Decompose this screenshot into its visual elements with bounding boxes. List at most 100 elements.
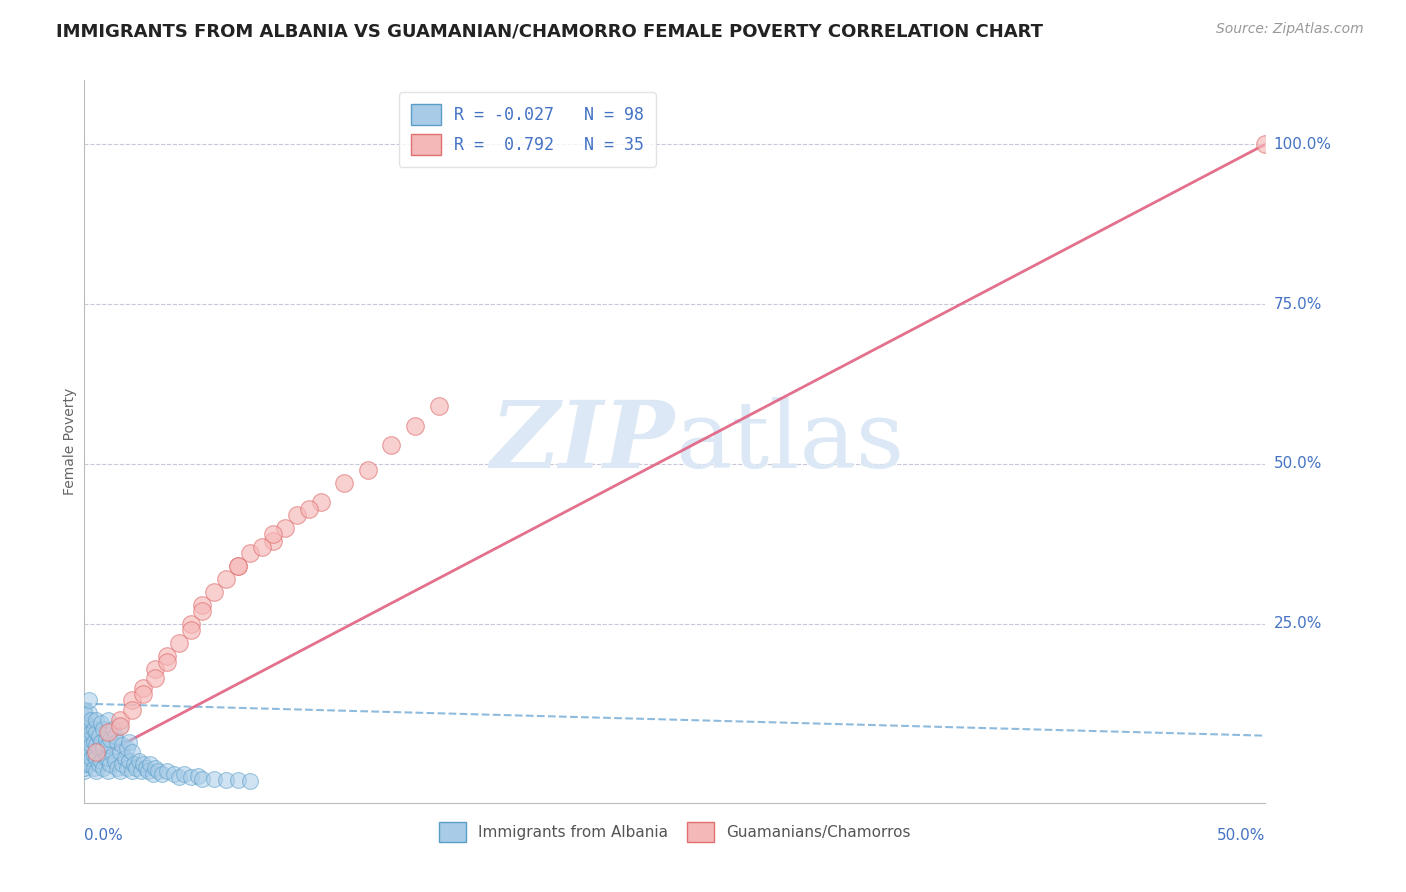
Point — [91, 723, 114, 737]
Point — [101, 747, 124, 762]
Point — [202, 584, 225, 599]
Point — [156, 648, 179, 663]
Point — [73, 735, 96, 749]
Point — [84, 725, 107, 739]
Point — [97, 713, 120, 727]
Point — [108, 719, 131, 733]
Point — [73, 706, 96, 721]
Point — [118, 754, 141, 768]
Point — [139, 757, 162, 772]
Text: 0.0%: 0.0% — [84, 828, 124, 843]
Point — [111, 757, 134, 772]
Point — [121, 764, 143, 778]
Point — [239, 546, 262, 560]
Point — [150, 767, 173, 781]
Point — [215, 572, 238, 586]
Point — [122, 757, 145, 772]
Point — [101, 723, 124, 737]
Point — [262, 533, 284, 548]
Point — [132, 681, 155, 695]
Point — [84, 751, 107, 765]
Point — [108, 764, 131, 778]
Y-axis label: Female Poverty: Female Poverty — [63, 388, 77, 495]
Point — [73, 715, 96, 730]
Point — [77, 706, 100, 721]
Point — [73, 751, 96, 765]
Point — [94, 731, 117, 746]
Point — [73, 754, 96, 768]
Point — [143, 661, 166, 675]
Point — [87, 757, 110, 772]
Point — [239, 774, 262, 789]
Point — [167, 770, 190, 784]
Point — [83, 747, 105, 762]
Point — [90, 735, 112, 749]
Point — [80, 738, 103, 752]
Point — [77, 745, 100, 759]
Text: 75.0%: 75.0% — [1274, 296, 1322, 311]
Point — [180, 770, 202, 784]
Point — [187, 769, 209, 783]
Point — [1254, 137, 1277, 152]
Point — [91, 741, 114, 756]
Point — [111, 738, 134, 752]
Point — [97, 764, 120, 778]
Text: ZIP: ZIP — [491, 397, 675, 486]
Point — [97, 725, 120, 739]
Point — [84, 745, 107, 759]
Point — [94, 751, 117, 765]
Point — [115, 741, 138, 756]
Point — [104, 729, 127, 743]
Point — [97, 751, 120, 765]
Point — [121, 745, 143, 759]
Point — [73, 741, 96, 756]
Point — [114, 751, 136, 765]
Text: IMMIGRANTS FROM ALBANIA VS GUAMANIAN/CHAMORRO FEMALE POVERTY CORRELATION CHART: IMMIGRANTS FROM ALBANIA VS GUAMANIAN/CHA… — [56, 22, 1043, 40]
Point — [380, 438, 402, 452]
Point — [128, 754, 150, 768]
Point — [285, 508, 308, 522]
Point — [83, 761, 105, 775]
Point — [87, 729, 110, 743]
Point — [357, 463, 380, 477]
Point — [202, 772, 225, 786]
Point — [73, 747, 96, 762]
Point — [80, 751, 103, 765]
Point — [73, 764, 96, 778]
Point — [125, 761, 148, 775]
Point — [107, 735, 129, 749]
Point — [73, 761, 96, 775]
Point — [90, 715, 112, 730]
Point — [121, 693, 143, 707]
Point — [98, 731, 121, 746]
Text: Source: ZipAtlas.com: Source: ZipAtlas.com — [1216, 22, 1364, 37]
Point — [108, 713, 131, 727]
Point — [97, 725, 120, 739]
Point — [191, 598, 214, 612]
Point — [77, 731, 100, 746]
Point — [298, 501, 321, 516]
Point — [333, 476, 356, 491]
Text: 50.0%: 50.0% — [1218, 828, 1265, 843]
Point — [143, 761, 166, 775]
Point — [73, 713, 96, 727]
Point — [191, 772, 214, 786]
Legend: Immigrants from Albania, Guamanians/Chamorros: Immigrants from Albania, Guamanians/Cham… — [432, 814, 918, 849]
Point — [73, 745, 96, 759]
Point — [132, 687, 155, 701]
Point — [156, 764, 179, 778]
Text: 100.0%: 100.0% — [1274, 136, 1331, 152]
Point — [73, 725, 96, 739]
Point — [132, 757, 155, 772]
Point — [77, 757, 100, 772]
Point — [77, 719, 100, 733]
Point — [121, 703, 143, 717]
Point — [156, 655, 179, 669]
Point — [73, 757, 96, 772]
Point — [104, 754, 127, 768]
Point — [73, 729, 96, 743]
Point — [118, 735, 141, 749]
Point — [73, 719, 96, 733]
Point — [87, 741, 110, 756]
Point — [115, 761, 138, 775]
